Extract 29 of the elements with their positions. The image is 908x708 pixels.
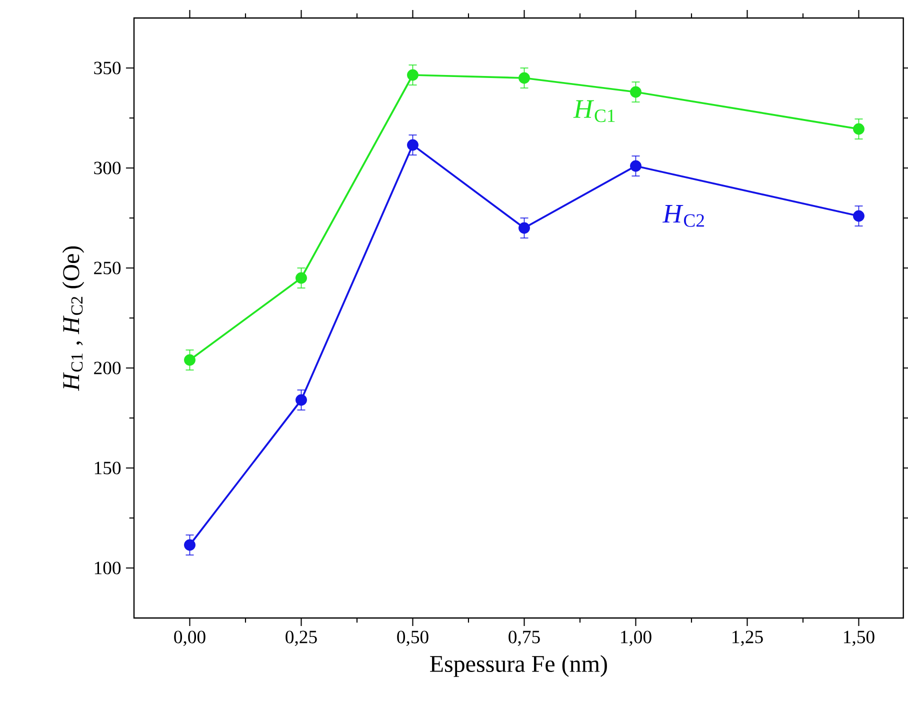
series-label: H$_{C1}$ <box>573 100 615 122</box>
y-tick-label: 150 <box>94 462 121 474</box>
point <box>407 139 418 151</box>
x-tick-label: 0,75 <box>508 630 540 646</box>
point <box>853 123 864 135</box>
point <box>630 160 642 172</box>
point <box>853 210 864 222</box>
x-tick-label: 0,25 <box>286 630 317 646</box>
point <box>518 222 530 234</box>
point <box>296 394 307 406</box>
series-label: H$_{C2}$ <box>662 205 704 227</box>
x-tick-label: 0,50 <box>397 630 428 646</box>
y-tick-label: 250 <box>94 262 121 274</box>
y-tick-label: 300 <box>94 162 121 174</box>
point <box>296 272 307 284</box>
point <box>184 354 196 366</box>
point <box>630 86 642 98</box>
y-tick-label: 200 <box>94 362 121 374</box>
x-tick-label: 1,50 <box>844 630 874 646</box>
y-tick-label: 350 <box>94 62 121 74</box>
point <box>407 69 418 81</box>
x-axis-title: Espessura Fe (nm) <box>430 655 607 677</box>
y-axis-title: H$_{C1}$ , H$_{C2}$ (Oe) <box>62 246 84 391</box>
y-tick-label: 100 <box>94 562 121 574</box>
point <box>518 72 530 84</box>
point <box>184 539 196 551</box>
x-tick-label: 0,00 <box>174 630 206 646</box>
x-tick-label: 1,25 <box>732 630 763 646</box>
x-tick-label: 1,00 <box>621 630 652 646</box>
